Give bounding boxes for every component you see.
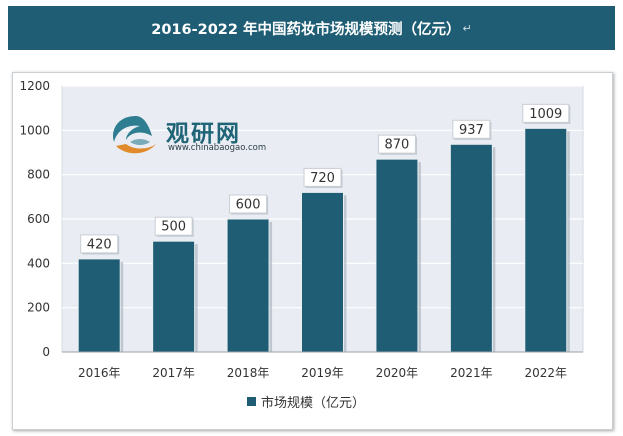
bar bbox=[449, 143, 493, 353]
data-label: 937 bbox=[459, 123, 484, 138]
y-tick-label: 1000 bbox=[19, 123, 50, 137]
return-mark-icon: ↵ bbox=[462, 21, 472, 35]
y-tick-label: 0 bbox=[42, 345, 50, 359]
logo-url: www.chinabaogao.com bbox=[168, 143, 267, 153]
x-tick-label: 2021年 bbox=[450, 366, 493, 380]
y-tick-label: 200 bbox=[27, 301, 50, 315]
legend: 市场规模（亿元） bbox=[247, 392, 365, 411]
bar bbox=[152, 240, 196, 353]
chart-title: 2016-2022 年中国药妆市场规模预测（亿元） bbox=[151, 21, 461, 38]
data-label: 1009 bbox=[529, 107, 562, 122]
bar bbox=[301, 191, 344, 353]
data-label: 500 bbox=[161, 220, 186, 235]
x-axis-ticks: 2016年 2017年 2018年 2019年 2020年 2021年 2022年 bbox=[78, 366, 567, 380]
y-tick-label: 600 bbox=[27, 212, 50, 226]
data-label: 720 bbox=[310, 171, 335, 186]
x-tick-label: 2017年 bbox=[152, 366, 195, 380]
legend-label: 市场规模（亿元） bbox=[261, 396, 366, 411]
data-label-box bbox=[303, 167, 342, 187]
x-tick-label: 2019年 bbox=[301, 366, 344, 380]
logo-name: 观研网 bbox=[166, 121, 241, 147]
logo-watermark: 观研网 www.chinabaogao.com bbox=[108, 112, 278, 158]
y-tick-label: 800 bbox=[27, 168, 50, 182]
bar bbox=[226, 218, 270, 353]
x-tick-label: 2018年 bbox=[227, 366, 270, 380]
x-tick-label: 2020年 bbox=[376, 366, 419, 380]
y-tick-label: 400 bbox=[27, 256, 50, 270]
bar bbox=[524, 127, 568, 353]
x-tick-label: 2022年 bbox=[525, 366, 568, 380]
data-label-box bbox=[522, 103, 570, 123]
y-tick-label: 1200 bbox=[19, 79, 50, 93]
data-label-box bbox=[154, 216, 193, 236]
logo-icon bbox=[112, 116, 156, 154]
data-label: 870 bbox=[385, 138, 410, 153]
chart-title-bar: 2016-2022 年中国药妆市场规模预测（亿元） ↵ bbox=[8, 6, 615, 50]
bar bbox=[375, 158, 419, 353]
y-axis-ticks: 0 200 400 600 800 1000 1200 bbox=[19, 79, 50, 359]
data-label-box bbox=[452, 119, 491, 139]
data-label: 600 bbox=[236, 198, 261, 213]
legend-swatch bbox=[247, 397, 256, 406]
data-label-box bbox=[229, 194, 268, 214]
data-label-box bbox=[80, 234, 119, 254]
bars bbox=[77, 127, 570, 353]
data-label-box bbox=[377, 134, 416, 154]
x-tick-label: 2016年 bbox=[78, 366, 121, 380]
data-labels: 420 500 600 720 870 937 1009 bbox=[80, 103, 571, 255]
bar bbox=[77, 258, 121, 353]
data-label: 420 bbox=[87, 237, 112, 252]
